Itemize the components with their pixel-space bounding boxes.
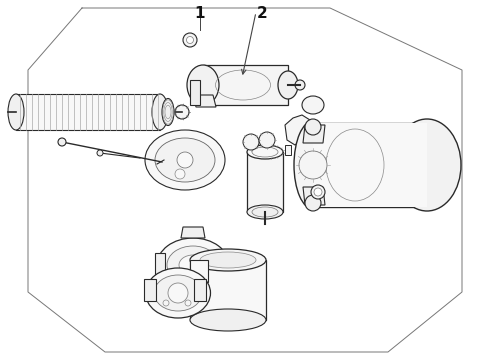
- Ellipse shape: [200, 252, 256, 268]
- Ellipse shape: [154, 275, 202, 311]
- Ellipse shape: [302, 96, 324, 114]
- Polygon shape: [16, 94, 160, 130]
- Circle shape: [243, 134, 259, 150]
- Ellipse shape: [190, 309, 266, 331]
- Polygon shape: [215, 253, 225, 275]
- Ellipse shape: [278, 71, 298, 99]
- Ellipse shape: [167, 246, 219, 284]
- Circle shape: [187, 36, 194, 44]
- Polygon shape: [155, 253, 165, 275]
- Ellipse shape: [179, 255, 207, 275]
- Ellipse shape: [294, 121, 332, 209]
- Ellipse shape: [187, 65, 219, 105]
- Circle shape: [314, 188, 322, 196]
- Polygon shape: [181, 227, 205, 238]
- Polygon shape: [285, 115, 310, 145]
- Ellipse shape: [155, 138, 215, 182]
- Polygon shape: [303, 187, 325, 205]
- Circle shape: [163, 300, 169, 306]
- Ellipse shape: [299, 151, 327, 179]
- Circle shape: [305, 195, 321, 211]
- Ellipse shape: [146, 268, 211, 318]
- Polygon shape: [303, 125, 325, 143]
- Circle shape: [58, 138, 66, 146]
- Ellipse shape: [247, 205, 283, 219]
- Circle shape: [200, 277, 206, 283]
- Polygon shape: [190, 80, 200, 105]
- Circle shape: [259, 132, 275, 148]
- Polygon shape: [194, 279, 206, 301]
- Ellipse shape: [190, 249, 266, 271]
- Polygon shape: [144, 279, 156, 301]
- Text: 2: 2: [257, 6, 268, 21]
- Circle shape: [175, 169, 185, 179]
- Circle shape: [305, 119, 321, 135]
- Polygon shape: [193, 95, 216, 107]
- Circle shape: [177, 152, 193, 168]
- Polygon shape: [190, 260, 266, 320]
- Circle shape: [168, 283, 188, 303]
- Polygon shape: [190, 260, 208, 282]
- Ellipse shape: [145, 130, 225, 190]
- Polygon shape: [285, 145, 291, 155]
- Polygon shape: [247, 152, 283, 212]
- Polygon shape: [313, 123, 427, 207]
- Polygon shape: [300, 145, 306, 155]
- Circle shape: [295, 80, 305, 90]
- Circle shape: [175, 105, 189, 119]
- Circle shape: [174, 276, 180, 282]
- Ellipse shape: [162, 99, 174, 126]
- Ellipse shape: [157, 238, 229, 292]
- Polygon shape: [203, 65, 288, 105]
- Ellipse shape: [152, 94, 168, 130]
- Circle shape: [183, 33, 197, 47]
- Text: 1: 1: [195, 6, 205, 21]
- Circle shape: [185, 300, 191, 306]
- Ellipse shape: [247, 145, 283, 159]
- Circle shape: [97, 150, 103, 156]
- Ellipse shape: [8, 94, 24, 130]
- Circle shape: [311, 185, 325, 199]
- Ellipse shape: [393, 119, 461, 211]
- Polygon shape: [313, 123, 427, 207]
